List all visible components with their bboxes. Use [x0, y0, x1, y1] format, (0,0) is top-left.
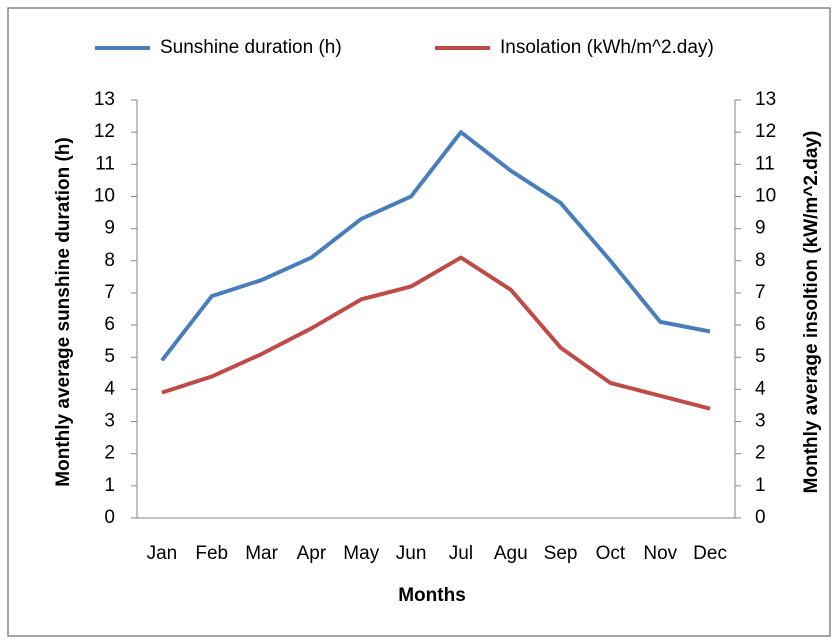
y-tick-label: 2: [104, 443, 115, 464]
y2-tick-label: 9: [755, 218, 766, 239]
y2-tick-label: 1: [755, 475, 766, 496]
x-tick-label: Mar: [245, 543, 278, 564]
series-line: [160, 130, 711, 362]
x-tick-label: Dec: [693, 543, 727, 564]
y-tick-label: 0: [104, 507, 115, 528]
y2-tick-label: 12: [755, 121, 776, 142]
x-tick-label: Sep: [544, 543, 578, 564]
y2-tick-label: 2: [755, 443, 766, 464]
y-tick-label: 13: [94, 89, 115, 110]
y-tick-label: 4: [104, 378, 115, 399]
y-tick-label: 7: [104, 282, 115, 303]
legend-label: Sunshine duration (h): [160, 37, 342, 58]
y2-tick-label: 4: [755, 378, 766, 399]
y-tick-label: 12: [94, 121, 115, 142]
x-axis-title: Months: [398, 585, 466, 606]
y-tick-label: 5: [104, 346, 115, 367]
y-tick-label: 10: [94, 185, 115, 206]
x-tick-label: Jul: [449, 543, 473, 564]
y2-tick-label: 7: [755, 282, 766, 303]
y-tick-label: 11: [95, 153, 115, 174]
y-tick-label: 6: [104, 314, 115, 335]
x-tick-label: Nov: [643, 543, 677, 564]
y2-tick-label: 6: [755, 314, 766, 335]
legend-label: Insolation (kWh/m^2.day): [500, 37, 714, 58]
y-tick-label: 1: [104, 475, 115, 496]
x-tick-label: Apr: [297, 543, 327, 564]
y2-tick-label: 5: [755, 346, 766, 367]
series-line: [161, 255, 711, 411]
x-tick-label: Jan: [147, 543, 178, 564]
y2-tick-label: 11: [755, 153, 775, 174]
y-axis-title: Monthly average sunshine duration (h): [53, 137, 74, 486]
y-tick-label: 9: [104, 218, 115, 239]
y2-tick-label: 13: [755, 89, 776, 110]
x-tick-label: Jun: [396, 543, 427, 564]
x-tick-label: Oct: [596, 543, 626, 564]
y-tick-label: 3: [104, 411, 115, 432]
x-tick-label: Agu: [494, 543, 528, 564]
y2-tick-label: 0: [755, 507, 766, 528]
x-tick-label: May: [343, 543, 379, 564]
y2-tick-label: 3: [755, 411, 766, 432]
x-tick-label: Feb: [195, 543, 228, 564]
y2-tick-label: 10: [755, 185, 776, 206]
y-tick-label: 8: [104, 250, 115, 271]
chart-frame: [7, 7, 831, 637]
y2-tick-label: 8: [755, 250, 766, 271]
y2-axis-title: Monthly average insoltion (kW/m^2.day): [801, 131, 822, 494]
